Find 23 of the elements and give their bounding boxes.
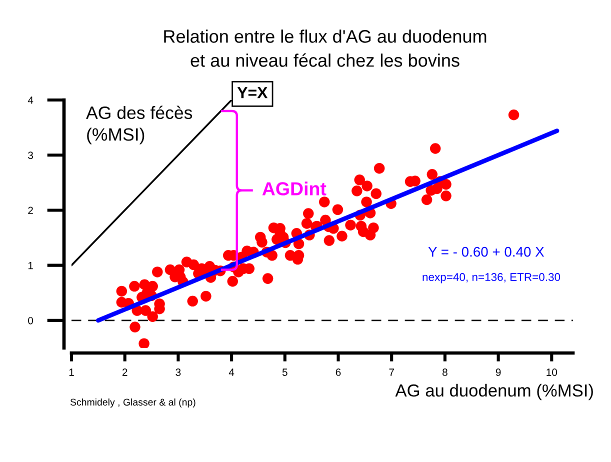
y-axis-title: AG des fécès (%MSI) — [86, 106, 192, 144]
y-tick-label: 4 — [28, 96, 34, 104]
y-tick-label: 2 — [28, 206, 33, 214]
x-tick-label: 1 — [69, 368, 74, 376]
x-tick-label: 4 — [228, 368, 234, 376]
x-tick-label: 3 — [176, 368, 181, 376]
x-tick-label: 8 — [442, 368, 448, 376]
x-tick-label: 10 — [546, 368, 558, 376]
x-tick-label: 5 — [282, 368, 288, 376]
x-tick-label: 6 — [336, 368, 341, 376]
annotation: nexp=40, n=136, ETR=0.30 — [422, 273, 560, 284]
y-tick-label: 0 — [28, 316, 34, 324]
x-tick-label: 2 — [122, 368, 128, 376]
x-tick-label: 9 — [496, 368, 501, 376]
y-tick-label: 3 — [28, 152, 33, 159]
annotation: AGDint — [262, 182, 326, 196]
annotation: Y = - 0.60 + 0.40 X — [428, 246, 544, 257]
series-label: Y=X — [237, 87, 268, 98]
x-tick-label: 7 — [389, 368, 394, 376]
chart-title: Relation entre le flux d'AG au duodenum et au niveau fécal chez les bovins — [164, 30, 486, 67]
y-tick-label: 1 — [28, 262, 33, 270]
x-axis-title: AG au duodenum (%MSI) — [395, 384, 593, 400]
text: Schmidely , Glasser & al (np) — [70, 398, 196, 408]
